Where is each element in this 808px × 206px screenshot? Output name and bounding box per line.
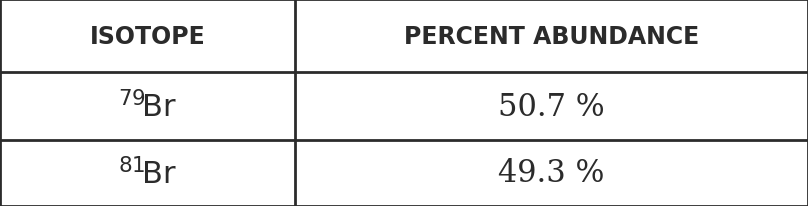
- Text: PERCENT ABUNDANCE: PERCENT ABUNDANCE: [404, 25, 699, 48]
- Text: ISOTOPE: ISOTOPE: [90, 25, 205, 48]
- Text: 49.3 %: 49.3 %: [499, 158, 604, 188]
- Text: 50.7 %: 50.7 %: [499, 91, 604, 122]
- Text: $^{81}\!\mathrm{Br}$: $^{81}\!\mathrm{Br}$: [118, 157, 177, 189]
- Text: $^{79}\!\mathrm{Br}$: $^{79}\!\mathrm{Br}$: [118, 90, 177, 123]
